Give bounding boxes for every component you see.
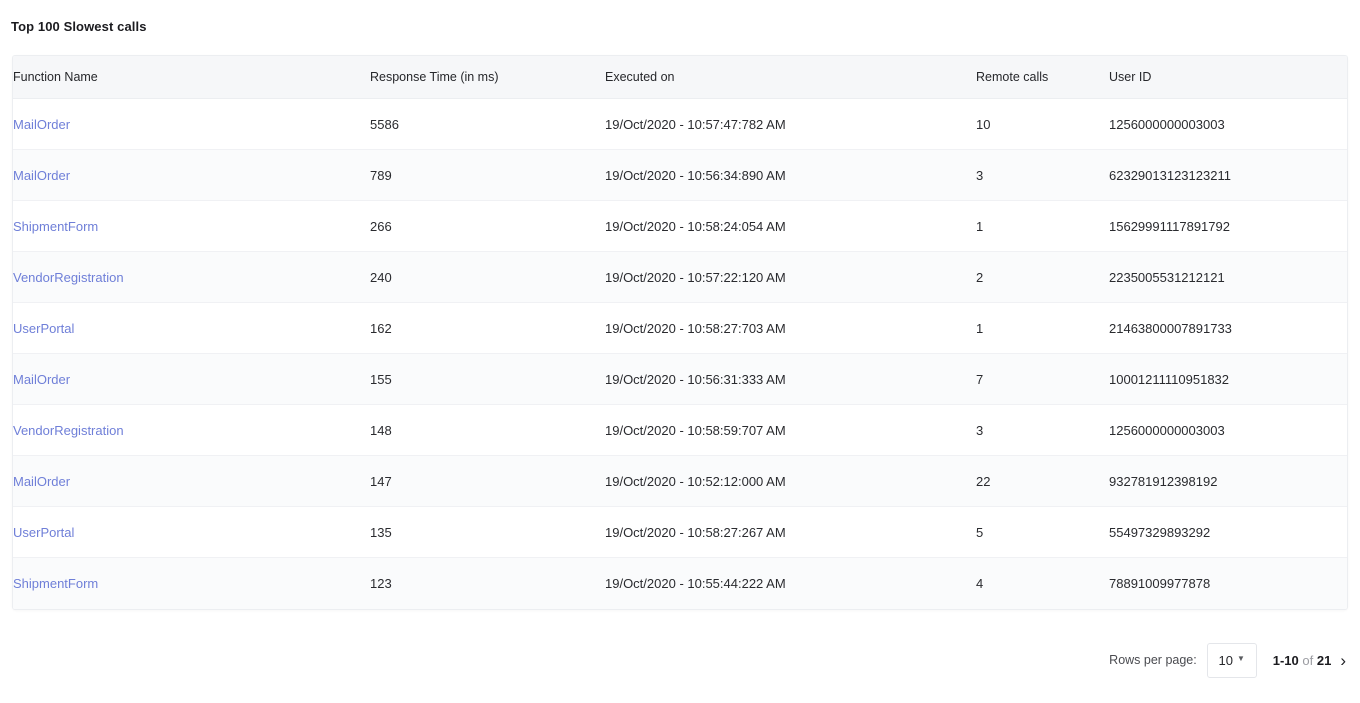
cell-function-name: MailOrder xyxy=(13,353,370,405)
table-header-row: Function Name Response Time (in ms) Exec… xyxy=(13,56,1347,99)
cell-function-name: UserPortal xyxy=(13,506,370,558)
table-row: VendorRegistration 148 19/Oct/2020 - 10:58… xyxy=(13,404,1347,456)
table-row: MailOrder 147 19/Oct/2020 - 10:52:12:000 A… xyxy=(13,455,1347,507)
cell-user-id: 1256000000003003 xyxy=(1109,404,1347,456)
cell-response-time: 123 xyxy=(370,575,392,591)
table-row: MailOrder 789 19/Oct/2020 - 10:56:34:890 A… xyxy=(13,149,1347,201)
cell-user-id: 1256000000003003 xyxy=(1109,98,1347,150)
cell-function-name: VendorRegistration xyxy=(13,251,370,303)
cell-user-id: 10001211110951832 xyxy=(1109,353,1347,405)
cell-executed-on: 19/Oct/2020 - 10:58:27:703 AM xyxy=(605,302,976,354)
table-row: UserPortal 135 19/Oct/2020 - 10:58:27:267 … xyxy=(13,506,1347,558)
cell-response-time: 162 xyxy=(370,302,605,354)
cell-remote-calls: 2 xyxy=(976,251,1109,303)
cell-user-id: 21463800007891733 xyxy=(1109,302,1347,354)
pagination-controls: Rows per page: 10 ▼ 1-10 of 21 › xyxy=(1109,640,1346,680)
cell-function-name: MailOrder xyxy=(13,98,370,150)
cell-function-name: VendorRegistration xyxy=(13,404,370,456)
cell-remote-calls: 4 xyxy=(976,575,984,591)
rows-per-page-value: 10 xyxy=(1218,652,1233,668)
function-name-link[interactable]: UserPortal xyxy=(13,320,75,336)
table-row: VendorRegistration 240 19/Oct/2020 - 10:57… xyxy=(13,251,1347,303)
cell-function-name: MailOrder xyxy=(13,149,370,201)
function-name-link[interactable]: MailOrder xyxy=(13,371,71,387)
cell-remote-calls: 7 xyxy=(976,353,1109,405)
page-title: Top 100 Slowest calls xyxy=(11,19,147,34)
cell-response-time: 240 xyxy=(370,251,605,303)
cell-response-time: 789 xyxy=(370,149,605,201)
rows-per-page-label: Rows per page: xyxy=(1109,653,1197,667)
cell-remote-calls: 1 xyxy=(976,200,1109,252)
table-row: MailOrder 5586 19/Oct/2020 - 10:57:47:782 … xyxy=(13,98,1347,150)
function-name-link[interactable]: ShipmentForm xyxy=(13,575,99,591)
cell-user-id: 78891009977878 xyxy=(1109,575,1211,591)
table-row: MailOrder 155 19/Oct/2020 - 10:56:31:333 A… xyxy=(13,353,1347,405)
cell-user-id: 2235005531212121 xyxy=(1109,251,1347,303)
function-name-link[interactable]: VendorRegistration xyxy=(13,422,124,438)
cell-response-time: 155 xyxy=(370,353,605,405)
slowest-calls-table: Function Name Response Time (in ms) Exec… xyxy=(13,56,1347,609)
cell-executed-on: 19/Oct/2020 - 10:58:27:267 AM xyxy=(605,506,976,558)
cell-remote-calls: 22 xyxy=(976,455,1109,507)
cell-user-id: 55497329893292 xyxy=(1109,506,1347,558)
cell-user-id: 15629991117891792 xyxy=(1109,200,1347,252)
cell-response-time: 266 xyxy=(370,200,605,252)
slowest-calls-table-card: Function Name Response Time (in ms) Exec… xyxy=(12,55,1348,610)
chevron-right-icon[interactable]: › xyxy=(1340,650,1346,670)
cell-remote-calls: 1 xyxy=(976,302,1109,354)
function-name-link[interactable]: UserPortal xyxy=(13,524,75,540)
column-header-response-time[interactable]: Response Time (in ms) xyxy=(370,56,605,99)
function-name-link[interactable]: VendorRegistration xyxy=(13,269,124,285)
cell-response-time: 5586 xyxy=(370,98,605,150)
pagination-range: 1-10 of 21 xyxy=(1273,653,1332,668)
column-header-function-name[interactable]: Function Name xyxy=(13,56,370,99)
table-row: ShipmentForm 123 19/Oct/2020 - 10:55:44:22… xyxy=(13,557,1347,609)
pagination-range-value: 1-10 xyxy=(1272,652,1299,668)
cell-executed-on: 19/Oct/2020 - 10:56:31:333 AM xyxy=(605,353,976,405)
cell-user-id: 932781912398192 xyxy=(1109,455,1347,507)
cell-remote-calls: 3 xyxy=(976,404,1109,456)
column-header-executed-on[interactable]: Executed on xyxy=(605,56,976,99)
table-body: MailOrder 5586 19/Oct/2020 - 10:57:47:782 … xyxy=(13,98,1347,609)
chevron-down-icon: ▼ xyxy=(1237,654,1245,663)
cell-response-time: 135 xyxy=(370,506,605,558)
cell-executed-on: 19/Oct/2020 - 10:56:34:890 AM xyxy=(605,149,976,201)
table-header: Function Name Response Time (in ms) Exec… xyxy=(13,56,1347,99)
function-name-link[interactable]: MailOrder xyxy=(13,473,71,489)
cell-executed-on: 19/Oct/2020 - 10:57:47:782 AM xyxy=(605,98,976,150)
function-name-link[interactable]: MailOrder xyxy=(13,167,71,183)
cell-function-name: UserPortal xyxy=(13,302,370,354)
cell-response-time: 148 xyxy=(370,404,605,456)
cell-executed-on: 19/Oct/2020 - 10:58:24:054 AM xyxy=(605,200,976,252)
cell-function-name: MailOrder xyxy=(13,455,370,507)
rows-per-page-select[interactable]: 10 ▼ xyxy=(1206,642,1257,678)
cell-executed-on: 19/Oct/2020 - 10:57:22:120 AM xyxy=(605,251,976,303)
pagination-of-word: of xyxy=(1302,652,1314,668)
cell-response-time: 147 xyxy=(370,455,605,507)
cell-remote-calls: 5 xyxy=(976,506,1109,558)
table-row: ShipmentForm 266 19/Oct/2020 - 10:58:24:05… xyxy=(13,200,1347,252)
cell-executed-on: 19/Oct/2020 - 10:52:12:000 AM xyxy=(605,455,976,507)
column-header-remote-calls[interactable]: Remote calls xyxy=(976,56,1109,99)
cell-remote-calls: 10 xyxy=(976,98,1109,150)
function-name-link[interactable]: MailOrder xyxy=(13,116,71,132)
cell-executed-on: 19/Oct/2020 - 10:58:59:707 AM xyxy=(605,404,976,456)
cell-user-id: 62329013123123211 xyxy=(1109,149,1347,201)
function-name-link[interactable]: ShipmentForm xyxy=(13,218,99,234)
column-header-user-id[interactable]: User ID xyxy=(1109,56,1347,99)
cell-remote-calls: 3 xyxy=(976,149,1109,201)
cell-function-name: ShipmentForm xyxy=(13,200,370,252)
table-row: UserPortal 162 19/Oct/2020 - 10:58:27:703 … xyxy=(13,302,1347,354)
cell-function-name: ShipmentForm xyxy=(13,558,370,609)
cell-executed-on: 19/Oct/2020 - 10:55:44:222 AM xyxy=(605,575,786,591)
pagination-total: 21 xyxy=(1316,652,1332,668)
